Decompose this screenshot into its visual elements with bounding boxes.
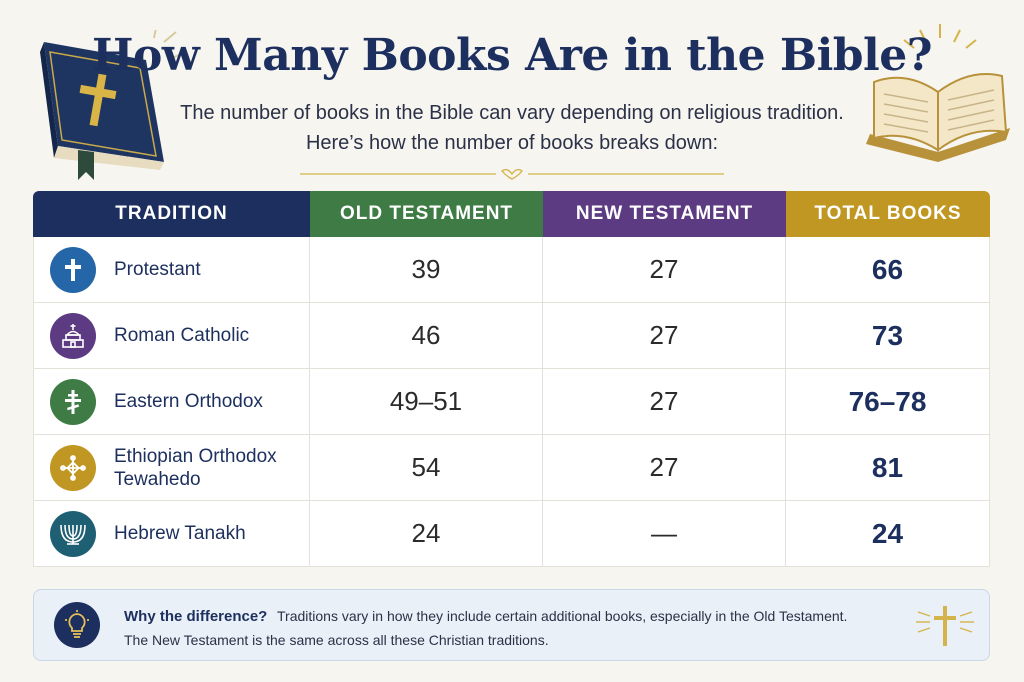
old-testament-count: 46 — [310, 303, 543, 369]
orthodox-cross-icon — [50, 378, 96, 425]
new-testament-count: 27 — [543, 435, 786, 501]
open-bible-icon — [866, 24, 1010, 162]
decorative-cross-icon — [916, 606, 974, 646]
new-testament-count: 27 — [543, 303, 786, 369]
tradition-name: Protestant — [114, 259, 201, 280]
tradition-name: Ethiopian Orthodox Tewahedo — [114, 445, 277, 490]
header-old-testament: OLD TESTAMENT — [310, 191, 543, 237]
page-title: How Many Books Are in the Bible? — [91, 30, 933, 81]
header-total-books: TOTAL BOOKS — [786, 191, 990, 237]
church-icon — [50, 312, 96, 359]
closed-bible-icon — [40, 30, 187, 180]
note-text-2: The New Testament is the same across all… — [124, 632, 549, 648]
table-row: Ethiopian Orthodox Tewahedo 54 27 81 — [33, 435, 990, 501]
table-row: Hebrew Tanakh 24 — 24 — [33, 501, 990, 567]
total-books-count: 73 — [786, 303, 990, 369]
note-heading: Why the difference? — [124, 608, 268, 625]
header-tradition: TRADITION — [33, 191, 310, 237]
old-testament-count: 24 — [310, 501, 543, 567]
books-table: TRADITION OLD TESTAMENT NEW TESTAMENT TO… — [33, 191, 990, 567]
note-text-1: Traditions vary in how they include cert… — [277, 608, 848, 624]
total-books-count: 81 — [786, 435, 990, 501]
old-testament-count: 49–51 — [310, 369, 543, 435]
total-books-count: 76–78 — [786, 369, 990, 435]
tradition-name: Hebrew Tanakh — [114, 523, 246, 544]
old-testament-count: 54 — [310, 435, 543, 501]
subtitle-line-1: The number of books in the Bible can var… — [180, 102, 844, 124]
tradition-name: Eastern Orthodox — [114, 391, 263, 412]
header-new-testament: NEW TESTAMENT — [543, 191, 786, 237]
lightbulb-icon — [54, 602, 100, 648]
old-testament-count: 39 — [310, 237, 543, 303]
total-books-count: 24 — [786, 501, 990, 567]
menorah-icon — [50, 510, 96, 557]
ethiopian-cross-icon — [50, 444, 96, 491]
subtitle-line-2: Here’s how the number of books breaks do… — [305, 132, 719, 154]
table-row: Protestant 39 27 66 — [33, 237, 990, 303]
total-books-count: 66 — [786, 237, 990, 303]
table-row: Roman Catholic 46 27 73 — [33, 303, 990, 369]
new-testament-count: 27 — [543, 237, 786, 303]
tradition-name: Roman Catholic — [114, 325, 250, 346]
table-row: Eastern Orthodox 49–51 27 76–78 — [33, 369, 990, 435]
new-testament-count: 27 — [543, 369, 786, 435]
table-header-row: TRADITION OLD TESTAMENT NEW TESTAMENT TO… — [33, 191, 990, 237]
page-subtitle: The number of books in the Bible can var… — [0, 98, 1024, 158]
cross-icon — [50, 246, 96, 293]
info-note: Why the difference? Traditions vary in h… — [33, 589, 990, 661]
new-testament-count: — — [543, 501, 786, 567]
ornament-divider — [300, 168, 724, 180]
